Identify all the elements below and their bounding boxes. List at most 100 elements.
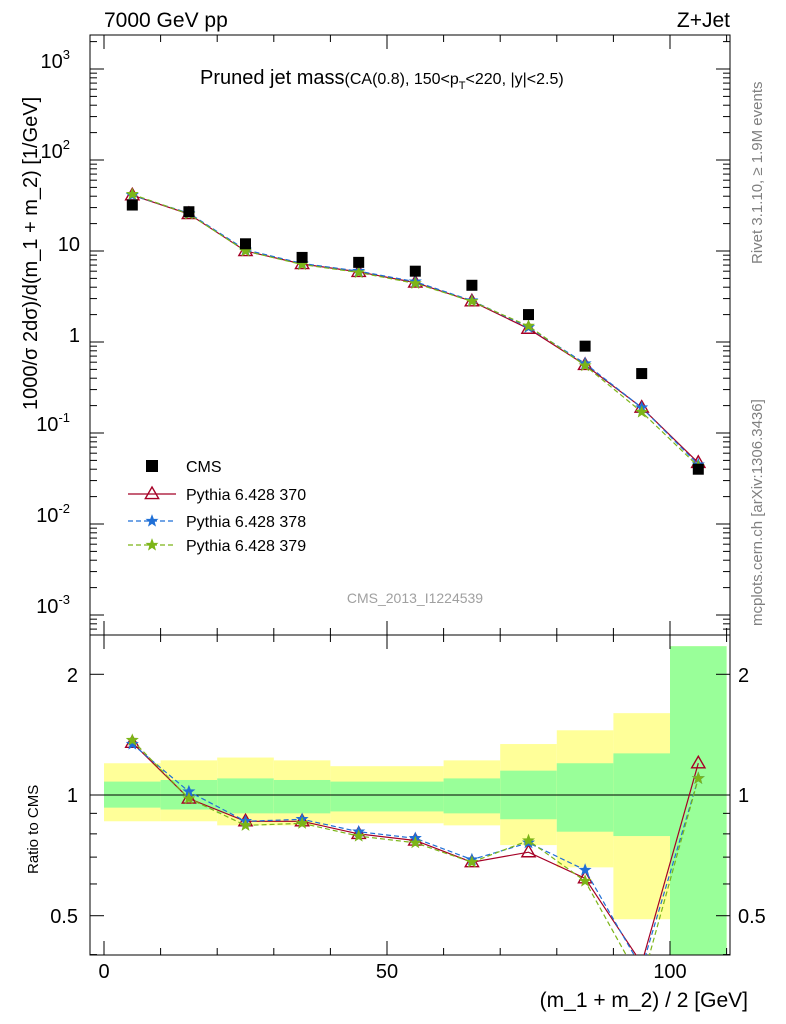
main-y-tick-exp: 3 — [63, 47, 70, 62]
legend: CMS Pythia 6.428 370 Pythia 6.428 378 Py… — [186, 459, 306, 555]
main-y-tick-label: 10-2 — [36, 501, 70, 527]
plot-title: Pruned jet mass(CA(0.8), 150<pT<220, |y|… — [200, 67, 564, 92]
ratio-y-axis-label: Ratio to CMS — [25, 785, 42, 874]
ratio-band-inner — [670, 646, 727, 955]
x-tick-labels: 0 50 100 — [98, 961, 686, 983]
data-point — [523, 309, 534, 321]
header-right: Z+Jet — [677, 9, 730, 32]
legend-marker-cms — [146, 460, 158, 472]
ratio-y-tick-label-right: 0.5 — [738, 906, 766, 928]
main-y-tick-exp: -2 — [58, 501, 70, 516]
main-y-tick-base: 10 — [41, 51, 63, 73]
data-point — [126, 199, 138, 211]
mcplots-label: mcplots.cern.ch [arXiv:1306.3436] — [749, 399, 766, 626]
ratio-series-marker — [238, 818, 253, 831]
ratio-series-marker — [352, 829, 366, 842]
main-y-tick-labels: 10-3 10-2 10-1 1 10 102 103 — [36, 47, 80, 618]
main-y-tick-base: 10 — [36, 414, 58, 436]
legend-label: Pythia 6.428 370 — [186, 487, 306, 504]
ratio-series-marker — [182, 791, 196, 805]
chart-marks — [89, 34, 731, 988]
x-axis-label: (m_1 + m_2) / 2 [GeV] — [540, 989, 748, 1012]
ratio-series-marker — [520, 843, 537, 858]
main-series-marker — [352, 265, 366, 279]
data-point — [692, 463, 704, 475]
ratio-series-marker — [691, 771, 705, 785]
ratio-band-inner — [217, 778, 274, 814]
x-tick-label: 100 — [653, 961, 686, 983]
ratio-y-tick-labels: 0.5 1 2 0.5 1 2 — [50, 665, 766, 928]
main-y-tick-exp: -3 — [58, 592, 70, 607]
main-y-tick-label: 10-1 — [36, 410, 70, 436]
main-series-marker — [408, 276, 422, 289]
legend-label: Pythia 6.428 378 — [186, 514, 306, 531]
x-tick-label: 50 — [376, 961, 398, 983]
ratio-series-group — [124, 733, 707, 988]
main-series-marker — [125, 187, 139, 200]
x-tick-label: 0 — [98, 961, 109, 983]
ratio-series-marker — [521, 833, 536, 847]
legend-label: CMS — [186, 459, 222, 476]
ratio-series-marker — [635, 957, 648, 969]
legend-marker — [144, 485, 160, 500]
data-point — [240, 238, 251, 250]
plot-title-main: Pruned jet mass — [200, 67, 345, 89]
legend-label: Pythia 6.428 379 — [186, 538, 306, 555]
ratio-series-marker — [124, 734, 141, 748]
header-left: 7000 GeV pp — [104, 9, 228, 32]
main-y-tick-exp: -1 — [58, 410, 70, 425]
data-point — [296, 251, 308, 263]
ratio-series-marker — [125, 737, 139, 750]
main-y-axis-label: 1000/σ 2dσ)/d(m_1 + m_2) [1/GeV] — [20, 97, 42, 410]
data-point — [409, 265, 421, 277]
main-series-marker — [578, 358, 592, 372]
ratio-band-inner — [443, 778, 501, 814]
main-series-line — [132, 194, 699, 464]
main-series-marker — [522, 319, 535, 332]
main-y-tick-base: 10 — [36, 596, 58, 618]
data-point — [183, 206, 195, 218]
main-y-tick-exp: 2 — [63, 137, 70, 152]
plot-subtitle-sub: T — [459, 80, 466, 92]
main-y-tick-label: 103 — [41, 47, 70, 73]
data-point — [579, 340, 591, 352]
ratio-series-marker — [690, 754, 707, 769]
data-point — [466, 279, 478, 291]
ratio-series-marker — [295, 816, 309, 829]
main-y-tick-label: 10-3 — [36, 592, 70, 618]
ratio-band-inner — [273, 779, 331, 814]
ratio-series-marker — [408, 835, 422, 849]
ratio-series-marker — [636, 977, 647, 988]
legend-marker — [145, 514, 159, 527]
data-point — [636, 368, 648, 380]
data-point — [353, 256, 365, 268]
ratio-y-tick-label: 2 — [67, 665, 78, 687]
rivet-label: Rivet 3.1.10, ≥ 1.9M events — [749, 82, 766, 265]
ratio-series-marker — [578, 874, 592, 887]
ratio-band-inner — [330, 781, 387, 812]
plot-subtitle-a: (CA(0.8), 150<p — [345, 71, 459, 88]
ratio-series-marker — [578, 863, 592, 876]
plot-subtitle-b: <220, |y|<2.5) — [466, 71, 564, 88]
ratio-band-inner — [556, 763, 614, 832]
ratio-y-tick-label: 1 — [67, 785, 78, 807]
main-series-line — [132, 193, 699, 467]
ratio-series-line — [131, 743, 699, 955]
main-series-marker — [465, 294, 479, 307]
main-series-line — [132, 194, 699, 466]
legend-marker — [145, 538, 159, 551]
main-y-tick-base: 10 — [41, 141, 63, 163]
ratio-series-marker — [465, 855, 479, 868]
ratio-y-tick-label: 0.5 — [50, 906, 78, 928]
ratio-y-tick-label-right: 2 — [738, 665, 749, 687]
ratio-band-inner — [387, 781, 444, 812]
main-y-tick-label: 102 — [41, 137, 70, 163]
main-y-tick-label: 1 — [69, 325, 80, 347]
main-y-tick-label: 10 — [58, 234, 80, 256]
main-y-tick-base: 10 — [36, 505, 58, 527]
ratio-series-marker — [125, 733, 139, 746]
ratio-series-marker — [636, 962, 647, 973]
main-series-marker — [635, 405, 649, 418]
analysis-id: CMS_2013_I1224539 — [347, 590, 483, 606]
